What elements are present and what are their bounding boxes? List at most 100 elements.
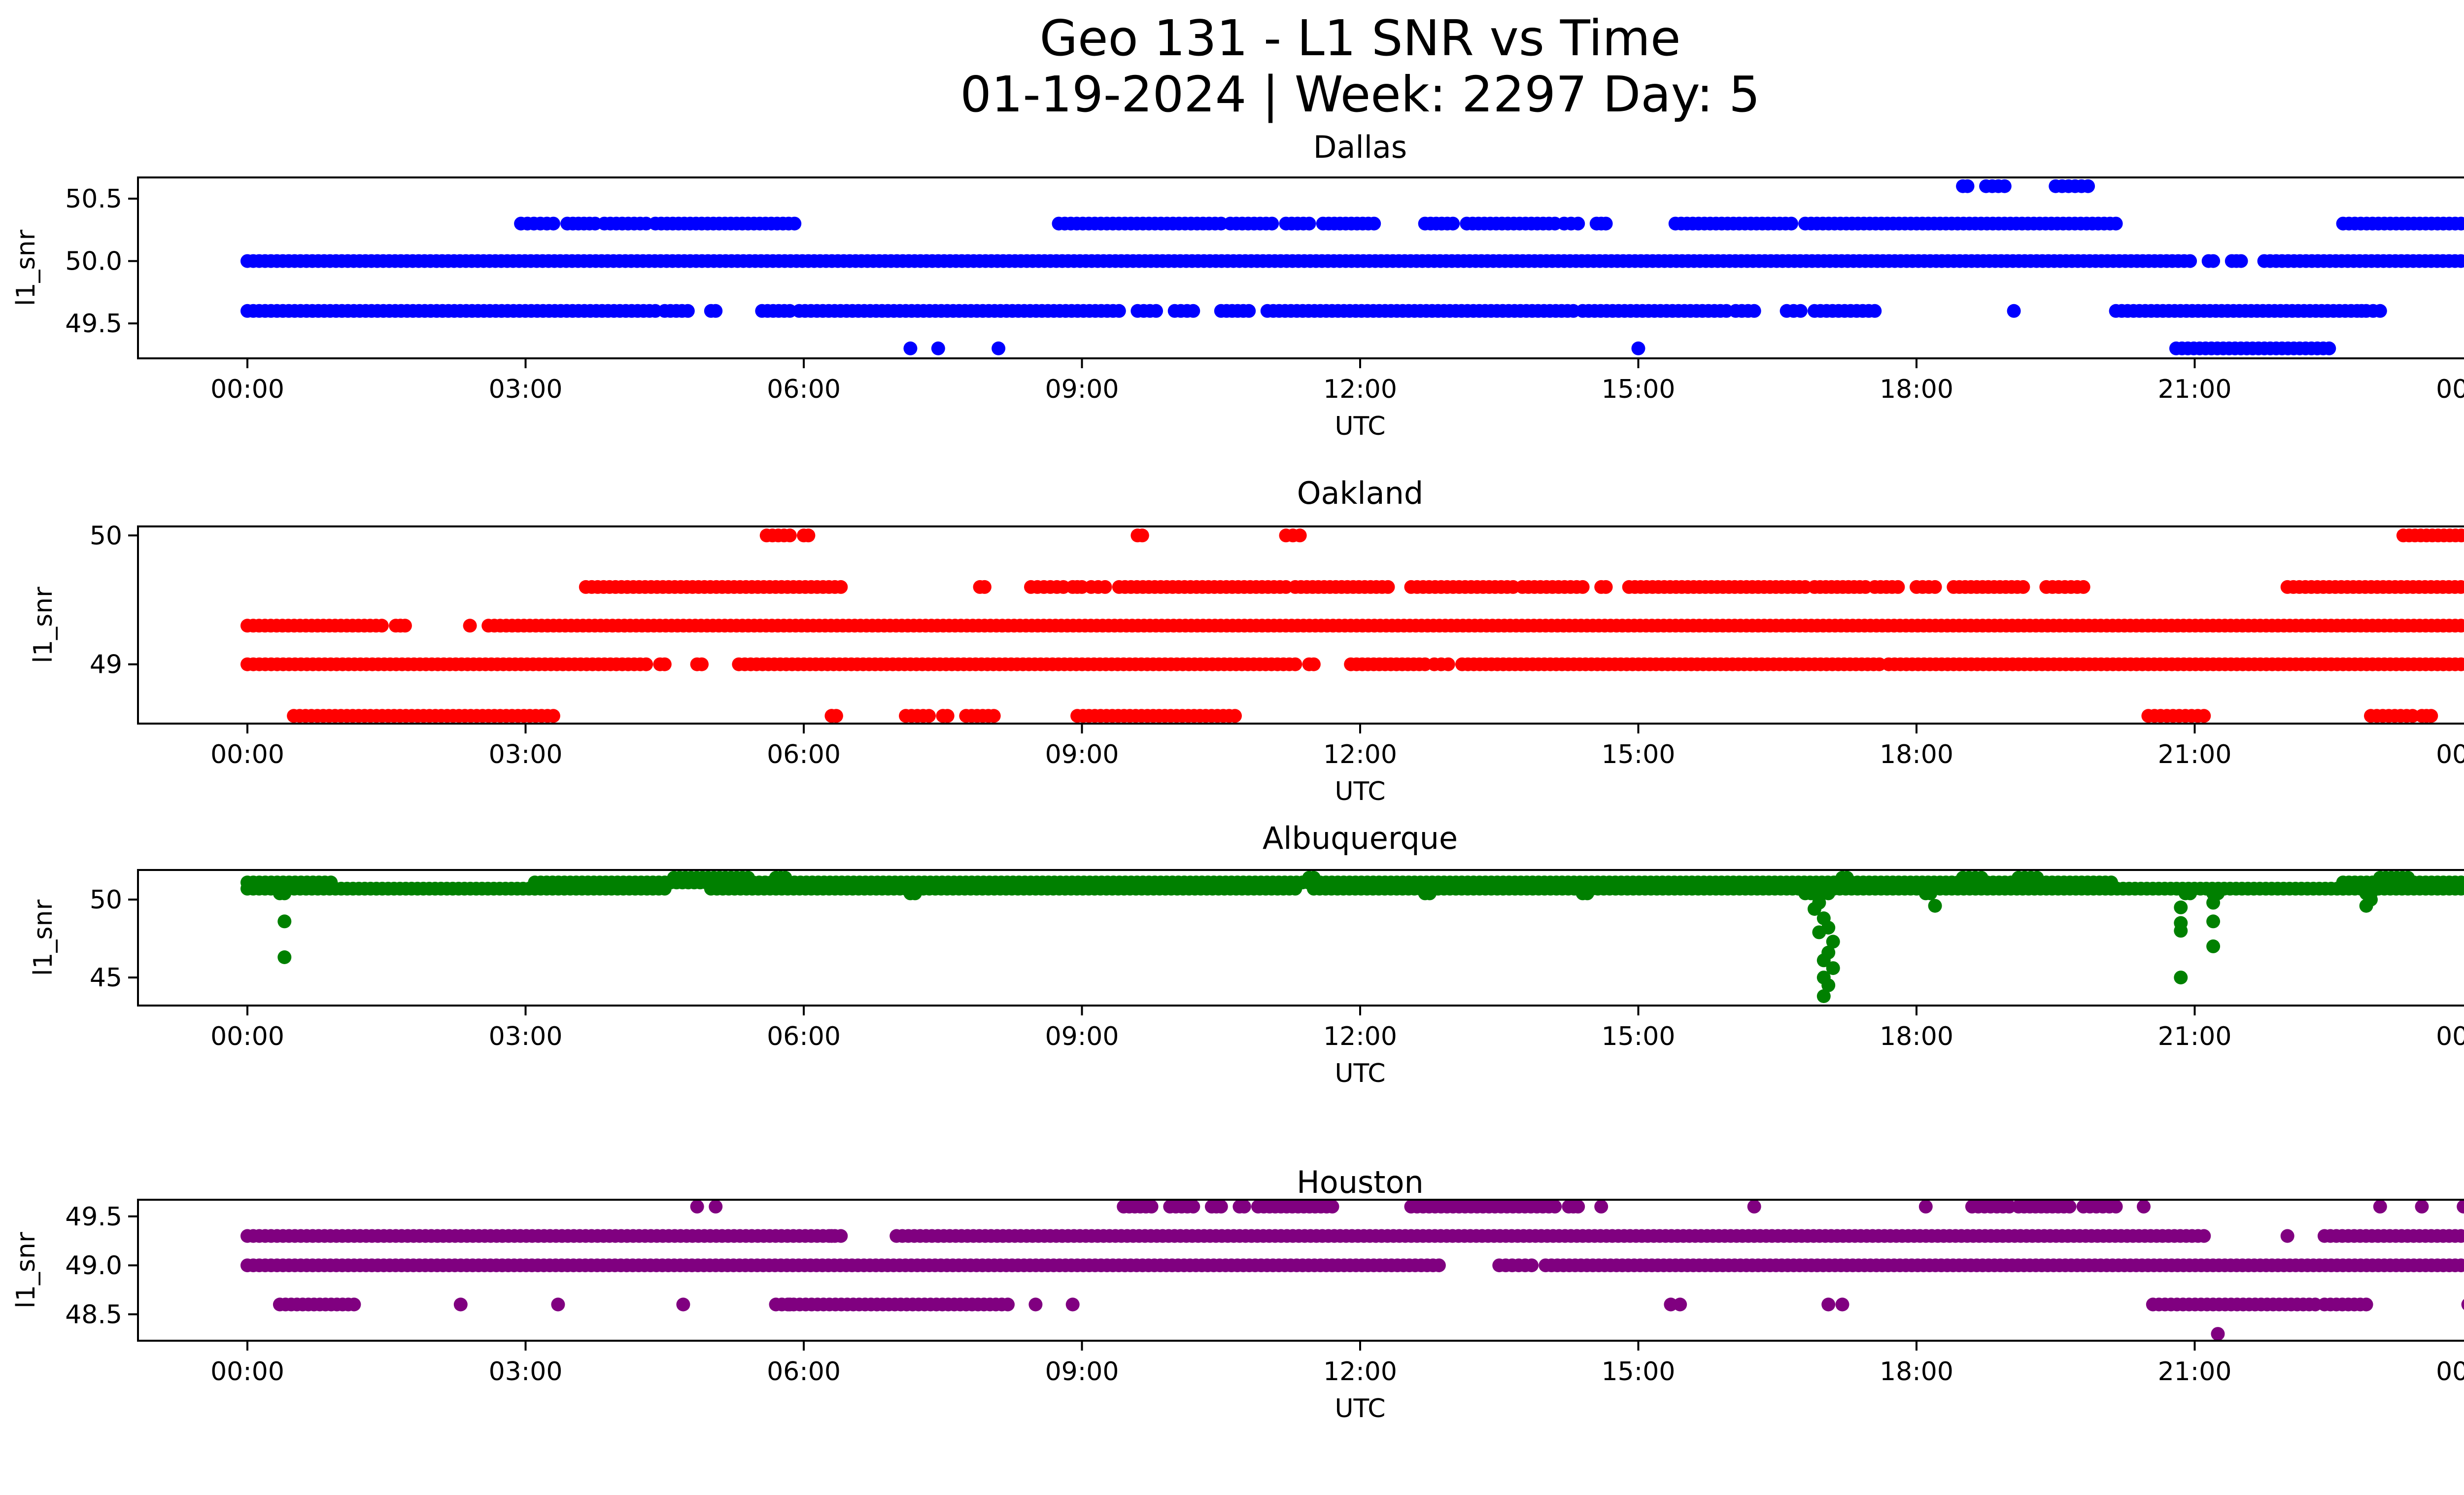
data-point xyxy=(1293,528,1307,543)
data-point xyxy=(453,1297,468,1312)
x-tick-label: 21:00 xyxy=(2158,1357,2232,1387)
data-point xyxy=(1599,216,1613,231)
data-point xyxy=(1891,580,1905,594)
data-point xyxy=(1432,1258,1446,1273)
data-point xyxy=(2460,1229,2464,1243)
data-point xyxy=(2206,939,2221,953)
data-point xyxy=(922,709,936,723)
data-point xyxy=(1001,1297,1015,1312)
data-point xyxy=(1265,216,1279,231)
data-point xyxy=(1302,216,1316,231)
data-point xyxy=(277,950,292,964)
data-point xyxy=(1144,1199,1159,1214)
subplot-title: Dallas xyxy=(1313,129,1407,165)
subplot-houston: Houston 00:00 03:00 06:00 09:00 12:00 15:00 18:… xyxy=(11,1164,2464,1424)
data-point xyxy=(551,1297,565,1312)
data-point xyxy=(2415,1199,2429,1214)
data-point xyxy=(2460,619,2464,632)
data-point xyxy=(1960,179,1975,193)
subplot-title: Houston xyxy=(1297,1164,1424,1200)
scatter-series xyxy=(240,179,2464,355)
y-tick-label: 50.5 xyxy=(65,184,122,214)
data-point xyxy=(1242,304,1256,318)
data-point xyxy=(2183,254,2197,268)
data-point xyxy=(676,1297,690,1312)
data-point xyxy=(2174,900,2188,914)
y-axis-label: l1_snr xyxy=(11,229,41,306)
data-point xyxy=(2206,914,2221,929)
data-point xyxy=(1228,709,1242,723)
x-tick-label: 06:00 xyxy=(767,1357,841,1387)
data-point xyxy=(1808,902,1821,916)
data-point xyxy=(463,619,477,633)
x-tick-label: 09:00 xyxy=(1045,375,1119,404)
data-point xyxy=(1065,1297,1080,1312)
data-point xyxy=(2183,886,2197,901)
data-point xyxy=(940,709,955,723)
data-point xyxy=(1747,304,1761,318)
y-tick-label: 45 xyxy=(90,963,122,993)
data-point xyxy=(783,1297,797,1312)
data-point xyxy=(1288,657,1302,671)
data-point xyxy=(992,341,1006,355)
data-point xyxy=(657,657,672,671)
data-point xyxy=(2104,875,2119,890)
data-point xyxy=(1826,961,1840,975)
x-tick-label: 15:00 xyxy=(1602,740,1676,769)
data-point xyxy=(681,304,695,318)
data-point xyxy=(393,619,408,633)
data-point xyxy=(1214,1199,1228,1214)
data-point xyxy=(1594,1199,1608,1214)
data-point xyxy=(2460,254,2464,268)
data-point xyxy=(2109,1199,2123,1214)
data-point xyxy=(1306,870,1321,885)
data-point xyxy=(2211,1327,2225,1341)
x-axis-label: UTC xyxy=(1335,1059,1385,1088)
data-point xyxy=(1186,1199,1200,1214)
data-point xyxy=(1747,1199,1761,1214)
x-axis-label: UTC xyxy=(1335,777,1385,806)
x-tick-label: 18:00 xyxy=(1880,1022,1953,1051)
data-point xyxy=(1816,989,1831,1003)
data-point xyxy=(783,528,797,543)
x-tick-label: 18:00 xyxy=(1880,740,1953,769)
x-tick-label: 09:00 xyxy=(1045,1357,1119,1387)
x-tick-label: 15:00 xyxy=(1602,375,1676,404)
data-point xyxy=(2424,709,2438,723)
y-axis-label: l1_snr xyxy=(29,587,58,663)
data-point xyxy=(2081,179,2095,193)
data-point xyxy=(1868,304,1882,318)
subplot-dallas: Dallas 00:00 03:00 06:00 09:00 12:00 15:00 18:0… xyxy=(11,129,2464,441)
data-point xyxy=(1098,580,1112,594)
x-tick-label: 18:00 xyxy=(1880,375,1953,404)
data-point xyxy=(546,709,560,723)
data-point xyxy=(709,304,723,318)
data-point xyxy=(1571,216,1585,231)
data-point xyxy=(1441,657,1455,671)
data-point xyxy=(2007,304,2021,318)
data-point xyxy=(1835,1297,1849,1312)
x-tick-label: 21:00 xyxy=(2158,375,2232,404)
x-tick-label: 03:00 xyxy=(489,1357,563,1387)
data-point xyxy=(2206,254,2221,268)
data-point xyxy=(2174,924,2188,938)
y-tick-label: 49 xyxy=(90,650,122,680)
data-point xyxy=(1325,1199,1339,1214)
x-tick-label: 03:00 xyxy=(489,740,563,769)
data-point xyxy=(1571,1199,1585,1214)
data-point xyxy=(1575,580,1590,594)
x-tick-label: 00:00 xyxy=(2436,740,2464,769)
subplot-oakland: Oakland 00:00 03:00 06:00 09:00 12:00 15:00 18:… xyxy=(29,475,2464,806)
x-tick-label: 06:00 xyxy=(767,375,841,404)
data-point xyxy=(1784,216,1798,231)
data-point xyxy=(1599,580,1613,594)
data-point xyxy=(690,1199,704,1214)
data-point xyxy=(2460,658,2464,671)
data-point xyxy=(1367,216,1381,231)
data-point xyxy=(2460,1259,2464,1272)
data-point xyxy=(2206,896,2221,910)
data-point xyxy=(277,914,292,929)
data-point xyxy=(1812,925,1826,939)
y-axis-label: l1_snr xyxy=(11,1232,41,1309)
